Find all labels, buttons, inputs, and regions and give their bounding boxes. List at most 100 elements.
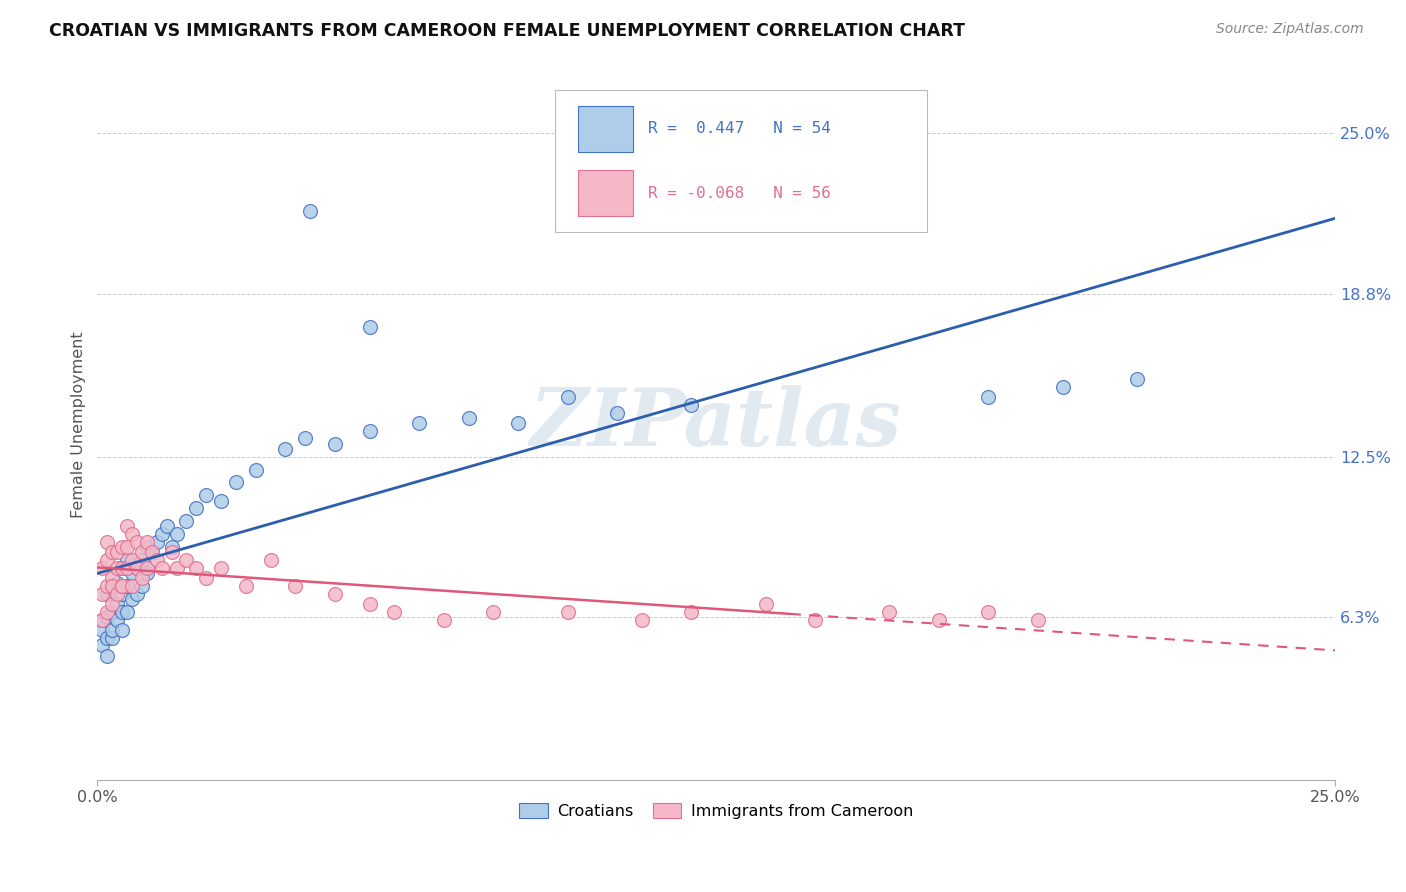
Point: [141, 545, 163, 559]
Point: [101, 623, 124, 637]
Point: [105, 587, 128, 601]
Point: [91, 561, 114, 575]
Point: [166, 561, 188, 575]
Point: [1052, 380, 1074, 394]
Point: [225, 475, 247, 490]
Point: [121, 566, 143, 580]
Point: [111, 561, 134, 575]
Point: [755, 597, 778, 611]
Point: [145, 553, 167, 567]
Point: [176, 553, 198, 567]
FancyBboxPatch shape: [555, 90, 927, 232]
Point: [96, 553, 118, 567]
Point: [105, 576, 128, 591]
Point: [141, 545, 163, 559]
Point: [359, 597, 381, 611]
Point: [115, 579, 138, 593]
Point: [977, 605, 1000, 619]
Point: [105, 545, 128, 559]
Point: [91, 623, 114, 637]
Point: [96, 579, 118, 593]
Point: [359, 320, 381, 334]
Point: [111, 540, 134, 554]
Point: [115, 540, 138, 554]
Point: [125, 535, 148, 549]
Point: [433, 613, 456, 627]
Y-axis label: Female Unemployment: Female Unemployment: [72, 331, 86, 517]
Point: [115, 605, 138, 619]
Point: [195, 488, 218, 502]
Point: [1026, 613, 1049, 627]
Point: [101, 571, 124, 585]
Point: [121, 591, 143, 606]
Text: R = -0.068   N = 56: R = -0.068 N = 56: [648, 186, 831, 201]
Point: [96, 648, 118, 663]
Point: [245, 462, 267, 476]
Point: [105, 613, 128, 627]
Point: [294, 432, 316, 446]
Point: [91, 613, 114, 627]
Point: [131, 553, 153, 567]
Point: [457, 410, 479, 425]
Point: [111, 587, 134, 601]
Point: [408, 416, 430, 430]
Point: [156, 519, 179, 533]
Point: [209, 561, 232, 575]
Point: [115, 519, 138, 533]
Point: [384, 605, 406, 619]
Point: [131, 571, 153, 585]
Text: Source: ZipAtlas.com: Source: ZipAtlas.com: [1216, 22, 1364, 37]
Point: [928, 613, 950, 627]
Point: [111, 561, 134, 575]
Point: [96, 605, 118, 619]
Text: R =  0.447   N = 54: R = 0.447 N = 54: [648, 121, 831, 136]
Point: [91, 587, 114, 601]
Point: [284, 579, 307, 593]
Point: [121, 579, 143, 593]
Point: [121, 527, 143, 541]
Point: [977, 390, 1000, 404]
Point: [135, 540, 157, 554]
Point: [176, 514, 198, 528]
Point: [131, 579, 153, 593]
Point: [186, 561, 208, 575]
Point: [125, 561, 148, 575]
Point: [111, 579, 134, 593]
Point: [606, 406, 628, 420]
Point: [125, 587, 148, 601]
Legend: Croatians, Immigrants from Cameroon: Croatians, Immigrants from Cameroon: [513, 797, 920, 825]
Point: [145, 535, 167, 549]
Point: [91, 613, 114, 627]
Point: [135, 566, 157, 580]
Point: [135, 535, 157, 549]
Point: [160, 545, 183, 559]
Point: [96, 610, 118, 624]
Point: [323, 436, 346, 450]
Point: [101, 579, 124, 593]
Point: [101, 597, 124, 611]
Point: [681, 398, 703, 412]
Point: [259, 553, 281, 567]
Point: [101, 579, 124, 593]
Point: [115, 561, 138, 575]
Point: [195, 571, 218, 585]
Point: [91, 639, 114, 653]
Point: [111, 605, 134, 619]
Point: [96, 587, 118, 601]
Point: [879, 605, 901, 619]
Point: [101, 605, 124, 619]
Point: [1126, 372, 1149, 386]
Point: [557, 390, 579, 404]
Point: [557, 605, 579, 619]
FancyBboxPatch shape: [578, 169, 633, 216]
Point: [96, 535, 118, 549]
Point: [135, 561, 157, 575]
Point: [131, 545, 153, 559]
Point: [150, 561, 173, 575]
Point: [101, 545, 124, 559]
Point: [631, 613, 654, 627]
Text: ZIPatlas: ZIPatlas: [530, 385, 903, 463]
Text: CROATIAN VS IMMIGRANTS FROM CAMEROON FEMALE UNEMPLOYMENT CORRELATION CHART: CROATIAN VS IMMIGRANTS FROM CAMEROON FEM…: [49, 22, 965, 40]
Point: [125, 561, 148, 575]
Point: [160, 540, 183, 554]
